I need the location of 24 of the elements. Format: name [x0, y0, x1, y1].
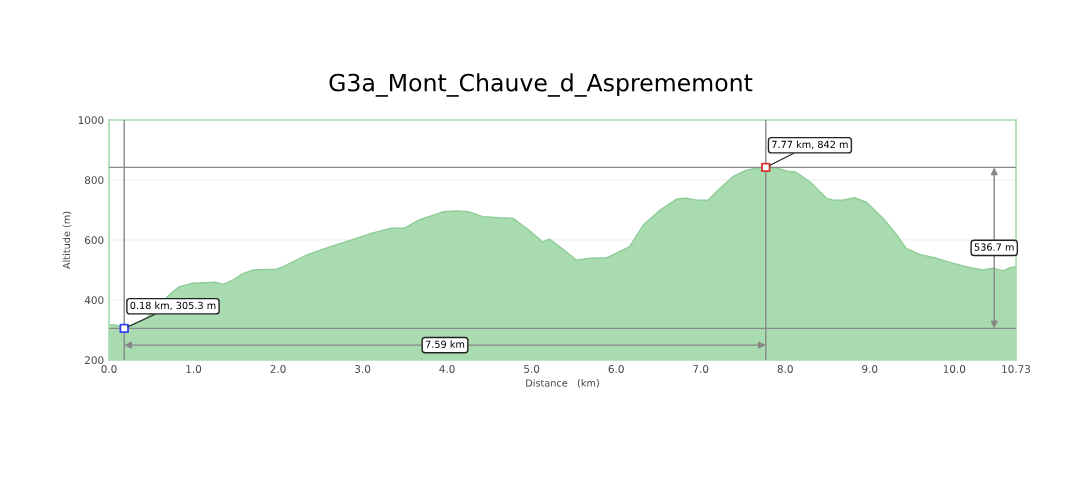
y-tick-label: 1000 [78, 116, 104, 125]
x-tick-label: 10.73 [1002, 365, 1031, 373]
x-tick-label: 1.0 [186, 365, 202, 373]
y-tick-label: 400 [84, 296, 104, 305]
x-axis-title: Distance (km) [526, 379, 599, 388]
chart-title: G3a_Mont_Chauve_d_Asprememont [329, 73, 753, 97]
annotation: 536.7 m [974, 243, 1014, 251]
x-tick-label: 5.0 [524, 365, 540, 373]
y-tick-label: 800 [84, 176, 104, 185]
x-tick-label: 7.0 [693, 365, 709, 373]
x-tick-label: 2.0 [270, 365, 286, 373]
y-axis-title: Altitude (m) [62, 211, 72, 269]
x-tick-label: 9.0 [862, 365, 878, 373]
x-tick-label: 6.0 [608, 365, 624, 373]
y-tick-label: 600 [84, 236, 104, 245]
x-tick-label: 8.0 [777, 365, 793, 373]
y-tick-label: 200 [85, 356, 104, 365]
x-tick-label: 4.0 [439, 365, 455, 373]
annotation: 7.59 km [425, 340, 465, 348]
x-tick-label: 3.0 [355, 365, 371, 373]
annotation: 7.77 km, 842 m [772, 140, 848, 150]
annotation: 0.18 km, 305.3 m [130, 301, 216, 311]
x-tick-label: 10.0 [943, 365, 966, 373]
x-tick-label: 0.0 [101, 365, 117, 373]
